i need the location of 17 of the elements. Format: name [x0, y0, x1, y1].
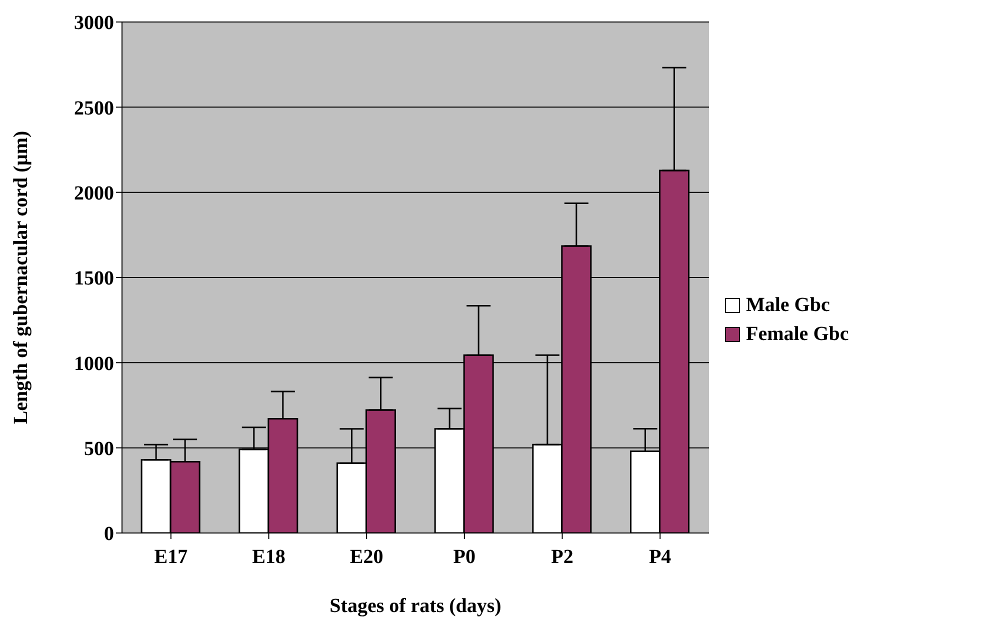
- y-tick-label: 2500: [74, 97, 114, 120]
- x-tick-label: P2: [551, 546, 574, 568]
- y-tick-label: 2000: [74, 182, 114, 204]
- y-axis-title: Length of gubernacular cord (µm): [10, 130, 32, 424]
- y-tick-label: 1500: [74, 268, 114, 290]
- x-tick-label: P0: [453, 546, 476, 568]
- y-tick-label: 3000: [74, 12, 114, 34]
- legend-label: Female Gbc: [746, 323, 849, 346]
- legend-label: Male Gbc: [746, 294, 830, 317]
- y-tick-label: 1000: [74, 352, 114, 375]
- x-tick-label: E18: [252, 546, 286, 568]
- y-tick-label: 0: [104, 523, 114, 546]
- x-tick-label: E17: [154, 546, 188, 568]
- x-tick-label: P4: [648, 546, 672, 568]
- y-tick-label: 500: [84, 438, 114, 460]
- x-axis-title: Stages of rats (days): [330, 595, 502, 617]
- x-tick-label: E20: [350, 546, 384, 568]
